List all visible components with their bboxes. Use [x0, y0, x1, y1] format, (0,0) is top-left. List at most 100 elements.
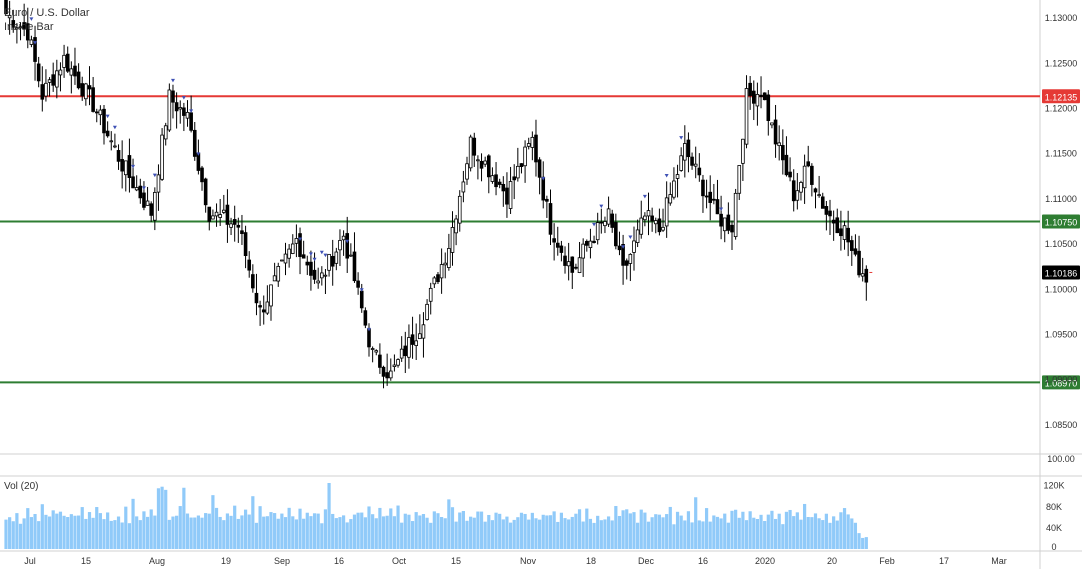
volume-bar[interactable]	[621, 510, 625, 549]
candle[interactable]	[113, 133, 117, 149]
candle[interactable]	[505, 172, 509, 218]
candle[interactable]	[795, 172, 800, 210]
candle[interactable]	[182, 102, 186, 132]
candle[interactable]	[824, 200, 829, 231]
volume-bar[interactable]	[363, 517, 367, 549]
candle[interactable]	[686, 132, 691, 173]
candle[interactable]	[603, 216, 607, 234]
volume-bar[interactable]	[842, 508, 847, 549]
candle[interactable]	[251, 264, 255, 293]
volume-bar[interactable]	[66, 516, 70, 549]
volume-bar[interactable]	[120, 522, 124, 549]
candle[interactable]	[131, 158, 135, 189]
candle[interactable]	[218, 198, 222, 227]
candle[interactable]	[683, 125, 687, 178]
candle[interactable]	[11, 9, 16, 33]
candle[interactable]	[755, 82, 760, 126]
volume-bar[interactable]	[240, 515, 244, 549]
volume-bar[interactable]	[167, 519, 171, 549]
candle[interactable]	[806, 145, 811, 168]
volume-bar[interactable]	[828, 522, 832, 549]
candle[interactable]	[628, 253, 633, 282]
volume-bar[interactable]	[592, 522, 596, 549]
candle[interactable]	[378, 343, 382, 374]
volume-bar[interactable]	[505, 516, 509, 549]
volume-bar[interactable]	[697, 520, 701, 549]
candle[interactable]	[559, 240, 564, 262]
volume-bar[interactable]	[414, 512, 418, 549]
candle[interactable]	[396, 358, 400, 368]
candle[interactable]	[534, 119, 538, 177]
candle[interactable]	[708, 175, 713, 221]
candle[interactable]	[298, 227, 302, 275]
candle[interactable]	[243, 225, 248, 269]
candle[interactable]	[472, 132, 477, 167]
volume-bar[interactable]	[291, 516, 295, 549]
volume-bar[interactable]	[704, 508, 709, 549]
volume-bar[interactable]	[381, 516, 386, 549]
volume-bar[interactable]	[839, 512, 843, 549]
candle[interactable]	[810, 163, 814, 197]
volume-bar[interactable]	[294, 519, 298, 549]
volume-bar[interactable]	[508, 522, 513, 549]
volume-bar[interactable]	[51, 510, 55, 549]
candle[interactable]	[247, 251, 252, 278]
volume-bar[interactable]	[258, 506, 262, 549]
volume-bar[interactable]	[58, 511, 63, 549]
candle[interactable]	[207, 206, 212, 231]
volume-bar[interactable]	[832, 516, 836, 549]
candle[interactable]	[864, 265, 869, 301]
candle[interactable]	[737, 165, 742, 201]
volume-bar[interactable]	[454, 521, 458, 549]
candle[interactable]	[722, 217, 727, 243]
candle[interactable]	[450, 211, 455, 266]
candle[interactable]	[672, 167, 676, 200]
volume-bar[interactable]	[211, 495, 215, 549]
candle[interactable]	[860, 257, 865, 282]
volume-bar[interactable]	[345, 522, 349, 549]
volume-bar[interactable]	[450, 507, 455, 549]
candle[interactable]	[305, 255, 310, 276]
candle[interactable]	[465, 156, 469, 185]
volume-bar[interactable]	[40, 504, 44, 549]
candle[interactable]	[316, 267, 320, 289]
candle[interactable]	[254, 273, 259, 316]
candle[interactable]	[29, 35, 34, 48]
volume-bar[interactable]	[135, 516, 139, 549]
candle[interactable]	[410, 316, 415, 359]
volume-bar[interactable]	[149, 509, 153, 549]
candle[interactable]	[138, 178, 143, 204]
volume-bar[interactable]	[385, 515, 389, 549]
candle[interactable]	[261, 295, 266, 325]
volume-bar[interactable]	[225, 513, 230, 549]
volume-bar[interactable]	[570, 516, 574, 549]
volume-bar[interactable]	[683, 520, 687, 549]
volume-bar[interactable]	[628, 513, 632, 549]
candle[interactable]	[225, 189, 230, 243]
volume-bar[interactable]	[352, 514, 357, 549]
volume-bar[interactable]	[421, 514, 426, 549]
volume-bar[interactable]	[476, 511, 480, 549]
volume-bar[interactable]	[18, 523, 23, 549]
volume-bar[interactable]	[214, 507, 219, 549]
candle[interactable]	[33, 25, 37, 81]
candle[interactable]	[320, 266, 324, 286]
volume-bar[interactable]	[701, 521, 705, 549]
volume-bar[interactable]	[577, 509, 582, 549]
candle[interactable]	[258, 300, 262, 326]
volume-bar[interactable]	[175, 515, 179, 549]
candle[interactable]	[414, 323, 418, 361]
volume-bar[interactable]	[127, 523, 132, 549]
candle[interactable]	[7, 0, 12, 35]
volume-bar[interactable]	[675, 511, 680, 549]
candle[interactable]	[301, 240, 306, 259]
volume-bar[interactable]	[817, 518, 821, 549]
volume-bar[interactable]	[218, 516, 222, 549]
candle[interactable]	[592, 235, 596, 244]
volume-bar[interactable]	[131, 498, 135, 549]
candle[interactable]	[116, 144, 121, 170]
volume-bar[interactable]	[646, 521, 651, 549]
volume-bar[interactable]	[407, 514, 411, 549]
candle[interactable]	[621, 234, 625, 285]
